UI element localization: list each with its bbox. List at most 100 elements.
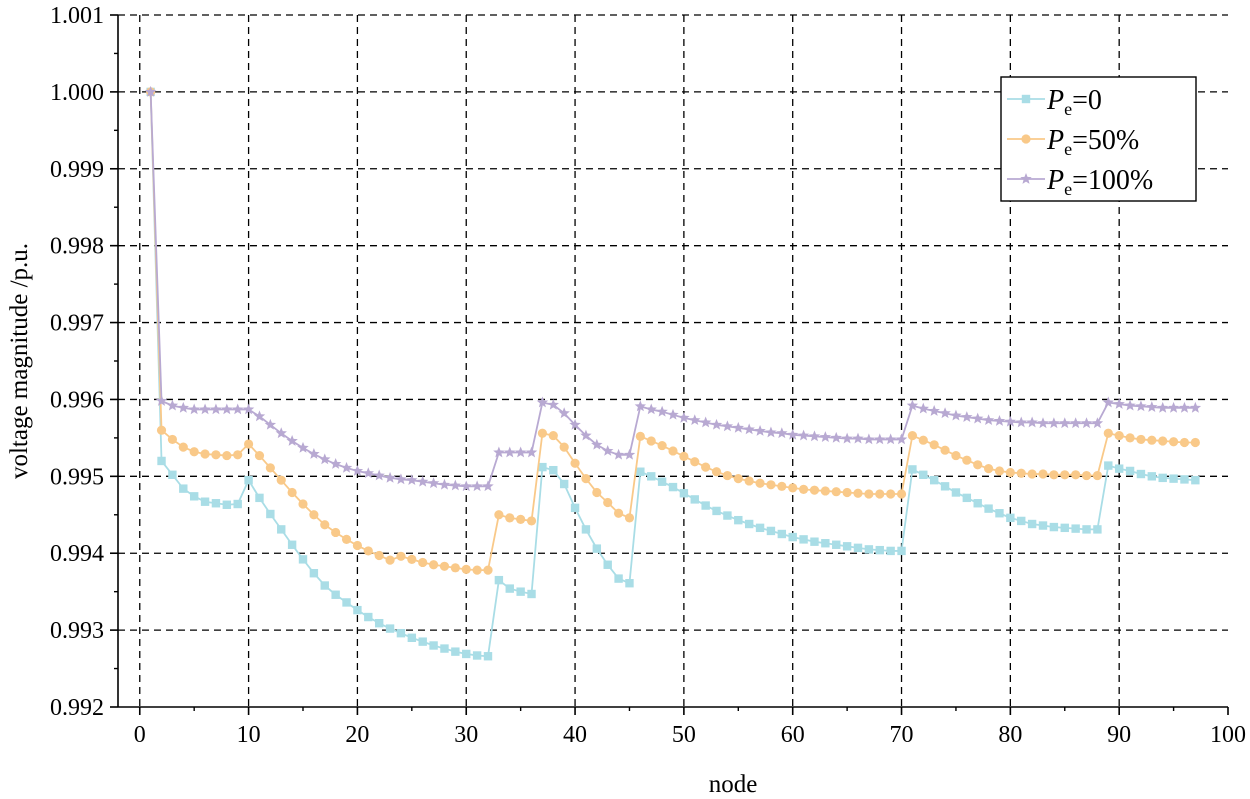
data-point <box>275 427 287 439</box>
data-point <box>298 499 308 509</box>
data-point <box>625 579 634 588</box>
data-point <box>514 446 527 458</box>
data-point <box>1169 474 1178 483</box>
data-point <box>667 408 679 420</box>
data-point <box>418 557 428 568</box>
data-point <box>1147 435 1157 445</box>
data-point <box>788 532 797 542</box>
data-point <box>733 474 743 484</box>
data-point <box>429 641 438 650</box>
data-point <box>483 565 493 575</box>
data-point <box>679 451 689 461</box>
legend: Pe=0 Pe=50% Pe=100% <box>1000 76 1197 202</box>
data-point <box>951 450 961 461</box>
data-point <box>940 482 950 491</box>
data-point <box>331 527 341 538</box>
data-point <box>896 489 907 499</box>
data-point <box>384 471 396 483</box>
data-point <box>320 520 330 530</box>
data-point <box>505 584 514 593</box>
data-point <box>222 450 232 461</box>
legend-item: Pe=0 <box>1007 85 1102 119</box>
data-point <box>710 418 723 430</box>
data-point <box>460 480 472 492</box>
data-point <box>494 510 504 520</box>
data-point <box>166 399 179 411</box>
data-point <box>712 506 721 516</box>
x-tick-label: 90 <box>1107 722 1131 748</box>
data-point <box>831 487 841 497</box>
data-point <box>342 598 351 607</box>
series-2 <box>146 87 1200 575</box>
data-point <box>886 546 895 556</box>
data-point <box>525 446 538 458</box>
data-point <box>754 424 766 436</box>
data-point <box>516 514 526 524</box>
data-point <box>449 479 462 491</box>
legend-label: Pe=0 <box>1046 85 1102 119</box>
data-point <box>439 561 450 571</box>
x-tick-label: 30 <box>454 722 478 748</box>
data-point <box>973 460 983 470</box>
data-point <box>558 407 570 419</box>
series-layer <box>144 85 1202 661</box>
data-point <box>178 442 188 452</box>
data-point <box>962 493 972 503</box>
data-point <box>1179 437 1190 448</box>
data-point <box>298 555 308 564</box>
data-point <box>602 444 614 456</box>
data-point <box>1146 401 1158 412</box>
data-point <box>482 480 494 492</box>
data-point <box>821 539 830 548</box>
data-point <box>569 418 581 430</box>
data-point <box>657 477 667 486</box>
data-point <box>689 414 701 426</box>
data-point <box>580 429 592 441</box>
data-point <box>623 448 636 460</box>
data-point <box>462 649 471 659</box>
data-point <box>1059 417 1071 429</box>
data-point <box>810 537 819 546</box>
data-point <box>483 652 493 661</box>
data-point <box>1071 524 1080 533</box>
data-point <box>537 428 548 438</box>
data-point <box>951 488 961 497</box>
axes-layer: 0 10 20 30 40 50 60 70 80 90 100 0.992 0.993 0.994 0.9… <box>6 3 1246 798</box>
legend-label: Pe=100% <box>1046 165 1153 199</box>
data-point <box>559 442 569 452</box>
data-point <box>144 85 157 97</box>
data-point <box>603 497 613 508</box>
data-point <box>440 644 449 653</box>
data-point <box>982 414 995 426</box>
data-point <box>995 509 1004 518</box>
series-3 <box>144 85 1202 492</box>
data-point <box>841 432 853 444</box>
legend-item: Pe=50% <box>1007 125 1139 159</box>
data-point <box>232 403 244 415</box>
data-point <box>233 450 243 460</box>
data-point <box>374 550 384 561</box>
data-point <box>853 543 863 553</box>
data-point <box>155 394 168 406</box>
data-point <box>1158 473 1167 483</box>
data-point <box>428 560 439 570</box>
data-point <box>917 402 929 414</box>
data-point <box>701 462 711 472</box>
data-point <box>1157 401 1169 413</box>
data-point <box>309 510 319 520</box>
data-point <box>842 542 852 551</box>
x-tick-label: 10 <box>237 722 261 748</box>
legend-item: Pe=100% <box>1007 165 1153 199</box>
x-tick-label: 50 <box>672 722 696 748</box>
data-point <box>1178 401 1191 413</box>
data-point <box>1104 461 1113 470</box>
data-point <box>832 540 841 549</box>
data-point <box>1093 525 1102 534</box>
data-point <box>755 478 765 488</box>
data-point <box>1027 519 1037 529</box>
x-tick-label: 0 <box>134 722 146 748</box>
data-point <box>591 438 603 450</box>
data-point <box>364 612 373 622</box>
data-point <box>243 439 254 449</box>
